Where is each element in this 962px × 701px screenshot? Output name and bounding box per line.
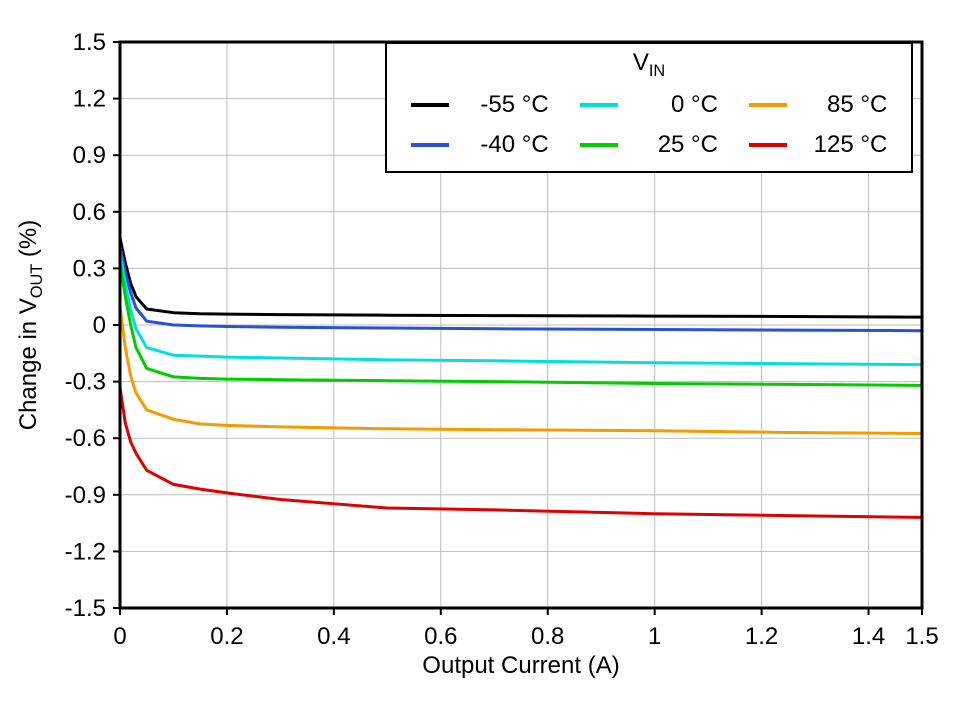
legend-title-main: V xyxy=(632,49,649,76)
legend-item: 0 °C xyxy=(564,91,733,119)
legend-item-label: -40 °C xyxy=(480,130,549,158)
x-tick-label: 0.8 xyxy=(531,623,564,650)
legend-title: VIN xyxy=(395,49,903,85)
y-tick-label: -1.2 xyxy=(65,538,106,565)
legend-swatch xyxy=(749,142,788,147)
legend-swatch xyxy=(579,142,618,147)
x-axis-label: Output Current (A) xyxy=(422,652,620,679)
legend: VIN -55 °C 0 °C 85 °C -40 °C 25 °C 125 °C xyxy=(385,42,913,173)
series-line-85°C xyxy=(118,304,924,435)
legend-item-label: -55 °C xyxy=(480,90,549,118)
y-tick-label: 0.3 xyxy=(73,255,106,282)
series-line-125°C xyxy=(118,385,924,519)
y-axis-label: Change in VOUT (%) xyxy=(15,125,46,525)
legend-item: 25 °C xyxy=(564,131,733,159)
x-tick-label: 1.5 xyxy=(905,623,938,650)
legend-item: 85 °C xyxy=(734,91,903,119)
legend-title-subscript: IN xyxy=(648,61,666,80)
y-tick-label: -0.9 xyxy=(65,482,106,509)
y-tick-label: 0 xyxy=(93,312,106,339)
series-line-25°C xyxy=(118,261,924,387)
legend-swatch xyxy=(749,102,788,107)
series-line-0°C xyxy=(118,251,924,367)
legend-item-label: 125 °C xyxy=(813,130,888,158)
y-axis-label-subscript: OUT xyxy=(27,263,46,299)
y-tick-label: 0.6 xyxy=(73,199,106,226)
tick-labels: 0 0.2 0.4 0.6 0.8 1 1.2 1.4 1.51.51.20.90.60.30-… xyxy=(65,29,939,650)
legend-item: -40 °C xyxy=(395,131,564,159)
x-tick-label: 0 xyxy=(113,623,126,650)
legend-item-label: 25 °C xyxy=(657,130,718,158)
y-tick-label: 0.9 xyxy=(73,142,106,169)
series-line--55°C xyxy=(118,236,924,319)
x-tick-label: 1 xyxy=(648,623,661,650)
x-tick-label: 0.2 xyxy=(210,623,243,650)
legend-item-label: 0 °C xyxy=(671,90,718,118)
y-tick-label: -1.5 xyxy=(65,595,106,622)
x-tick-label: 0.6 xyxy=(424,623,457,650)
y-tick-label: 1.5 xyxy=(73,29,106,56)
x-tick-label: 1.4 xyxy=(852,623,885,650)
axis-ticks xyxy=(113,41,923,615)
legend-grid: -55 °C 0 °C 85 °C -40 °C 25 °C 125 °C xyxy=(395,91,903,159)
y-tick-label: -0.3 xyxy=(65,369,106,396)
series-lines xyxy=(118,236,924,519)
x-tick-label: 0.4 xyxy=(317,623,350,650)
y-axis-label-main: Change in V xyxy=(15,298,42,431)
legend-swatch xyxy=(579,102,618,107)
y-tick-label: -0.6 xyxy=(65,425,106,452)
legend-item-label: 85 °C xyxy=(827,90,888,118)
legend-swatch xyxy=(410,142,449,147)
y-tick-label: 1.2 xyxy=(73,86,106,113)
legend-item: -55 °C xyxy=(395,91,564,119)
legend-item: 125 °C xyxy=(734,131,903,159)
series-line--40°C xyxy=(118,244,924,333)
x-tick-label: 1.2 xyxy=(745,623,778,650)
y-axis-label-suffix: (%) xyxy=(15,219,42,264)
legend-swatch xyxy=(410,102,449,107)
